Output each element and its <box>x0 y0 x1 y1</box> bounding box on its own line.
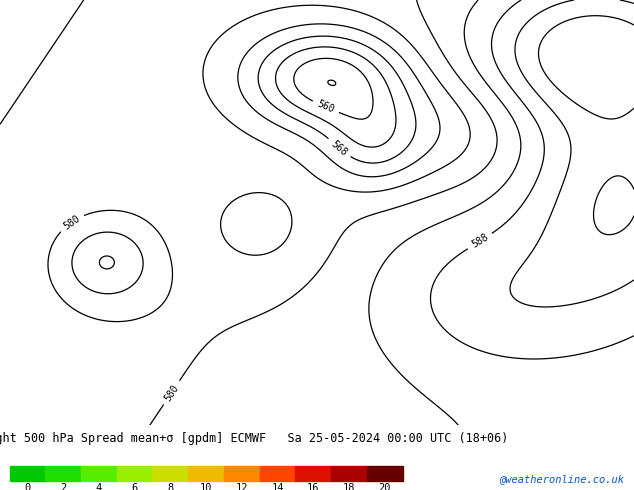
Bar <box>117 466 152 481</box>
Text: 10: 10 <box>200 483 212 490</box>
Bar <box>81 466 117 481</box>
Bar <box>367 466 403 481</box>
Text: 580: 580 <box>162 383 181 403</box>
Text: 6: 6 <box>131 483 138 490</box>
Text: 568: 568 <box>329 139 349 157</box>
Text: 4: 4 <box>96 483 102 490</box>
Text: 588: 588 <box>470 232 490 250</box>
Text: Height 500 hPa Spread mean+σ [gpdm] ECMWF   Sa 25-05-2024 00:00 UTC (18+06): Height 500 hPa Spread mean+σ [gpdm] ECMW… <box>0 432 508 444</box>
Bar <box>331 466 367 481</box>
Text: 12: 12 <box>236 483 248 490</box>
Text: 14: 14 <box>271 483 284 490</box>
Bar <box>260 466 295 481</box>
Text: 0: 0 <box>24 483 30 490</box>
Bar <box>224 466 260 481</box>
Bar <box>45 466 81 481</box>
Bar <box>10 466 45 481</box>
Bar <box>188 466 224 481</box>
Text: 16: 16 <box>307 483 320 490</box>
Text: 20: 20 <box>378 483 391 490</box>
Bar <box>152 466 188 481</box>
Text: @weatheronline.co.uk: @weatheronline.co.uk <box>499 474 624 485</box>
Bar <box>295 466 331 481</box>
Text: 2: 2 <box>60 483 66 490</box>
Text: 8: 8 <box>167 483 174 490</box>
Text: 580: 580 <box>61 213 82 231</box>
Text: 560: 560 <box>316 99 336 115</box>
Text: 18: 18 <box>343 483 355 490</box>
